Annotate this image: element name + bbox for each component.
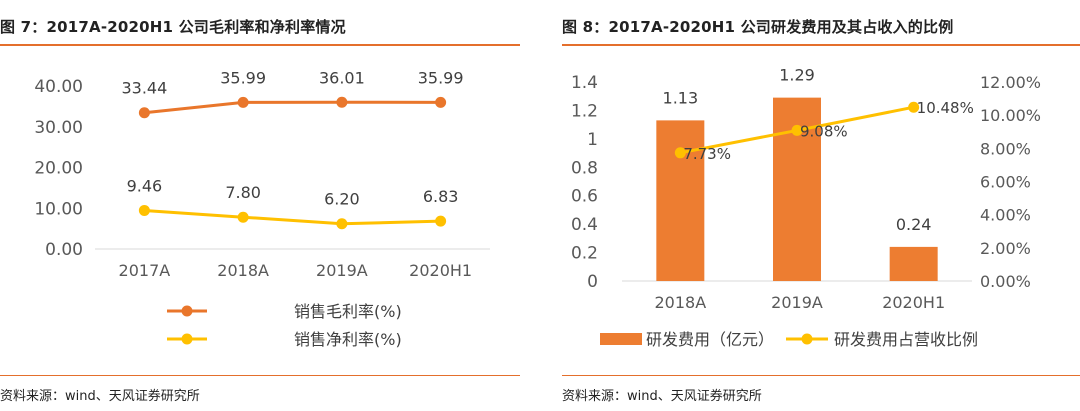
legend-label: 研发费用（亿元）: [646, 330, 774, 349]
data-label: 6.20: [324, 190, 360, 209]
title-divider: [0, 44, 520, 46]
chart-panel-margin: 图 7：2017A-2020H1 公司毛利率和净利率情况 0.00 10.00 20…: [0, 0, 520, 411]
bar-data-label: 1.13: [663, 88, 699, 107]
data-point: [336, 96, 348, 108]
data-point: [138, 107, 150, 119]
data-point: [138, 204, 150, 216]
chart-title: 图 8：2017A-2020H1 公司研发费用及其占收入的比例: [562, 18, 954, 36]
legend-swatch-bar: [600, 333, 642, 345]
ratio-data-label: 7.73%: [683, 145, 731, 163]
y2-tick-label: 4.00%: [980, 206, 1031, 225]
legend-swatch-marker: [181, 333, 193, 345]
data-point: [237, 211, 249, 223]
source-note: 资料来源：wind、天风证券研究所: [562, 389, 762, 404]
y-tick-label: 0.2: [571, 244, 598, 264]
x-tick-label: 2019A: [316, 261, 368, 280]
data-label: 9.46: [127, 176, 163, 195]
y2-tick-label: 6.00%: [980, 173, 1031, 192]
title-divider: [562, 44, 1080, 46]
source-divider: [0, 375, 520, 376]
y-tick-label: 1.4: [571, 73, 598, 93]
y-tick-label: 1.2: [571, 101, 598, 121]
data-point: [237, 96, 249, 108]
y2-tick-label: 8.00%: [980, 139, 1031, 158]
x-tick-label: 2017A: [119, 261, 171, 280]
data-label: 35.99: [418, 68, 464, 87]
y2-tick-label: 0.00%: [980, 272, 1031, 291]
source-divider: [562, 375, 1080, 376]
y-tick-label: 20.00: [34, 159, 83, 179]
bar-data-label: 1.29: [779, 66, 815, 85]
margin-line-chart: 0.00 10.00 20.00 30.00 40.00 2017A 2018A 2019A 2…: [34, 68, 490, 349]
data-point: [336, 218, 348, 230]
data-point: [435, 96, 447, 108]
x-tick-label: 2019A: [771, 293, 823, 312]
y2-tick-label: 10.00%: [980, 106, 1041, 125]
legend-label: 销售毛利率(%): [294, 302, 402, 321]
bar: [889, 246, 938, 281]
x-tick-label: 2018A: [217, 261, 269, 280]
y-tick-label: 0.00: [45, 240, 83, 260]
data-label: 7.80: [225, 183, 261, 202]
legend-swatch-marker: [181, 305, 193, 317]
y-tick-label: 0.8: [571, 158, 598, 178]
rd-combo-chart: 0 0.2 0.4 0.6 0.8 1 1.2 1.4 0.00% 2.00% 4.00% 6.00%…: [571, 66, 1041, 349]
ratio-point: [674, 147, 686, 159]
data-label: 6.83: [423, 187, 459, 206]
chart-panel-rd: 图 8：2017A-2020H1 公司研发费用及其占收入的比例 0 0.2 0.4 0…: [562, 0, 1080, 411]
y-tick-label: 40.00: [34, 77, 83, 97]
x-tick-label: 2020H1: [882, 293, 945, 312]
legend-swatch-marker: [801, 333, 813, 345]
chart-title: 图 7：2017A-2020H1 公司毛利率和净利率情况: [0, 18, 346, 36]
legend-label: 销售净利率(%): [294, 330, 402, 349]
data-point: [435, 215, 447, 227]
x-tick-label: 2018A: [654, 293, 706, 312]
data-label: 35.99: [220, 68, 266, 87]
x-tick-label: 2020H1: [409, 261, 472, 280]
ratio-data-label: 9.08%: [800, 122, 848, 140]
data-label: 36.01: [319, 68, 365, 87]
bar-data-label: 0.24: [896, 215, 932, 234]
data-label: 33.44: [121, 79, 167, 98]
ratio-point: [908, 101, 920, 113]
y-tick-label: 0: [587, 272, 598, 292]
y2-tick-label: 12.00%: [980, 73, 1041, 92]
y-tick-label: 0.6: [571, 187, 598, 207]
y-tick-label: 0.4: [571, 215, 598, 235]
series-line: [144, 100, 441, 115]
ratio-data-label: 10.48%: [917, 99, 974, 117]
source-note: 资料来源：wind、天风证券研究所: [0, 389, 200, 404]
y-tick-label: 10.00: [34, 199, 83, 219]
series-line: [144, 208, 441, 226]
y-tick-label: 30.00: [34, 118, 83, 138]
y2-tick-label: 2.00%: [980, 239, 1031, 258]
legend-label: 研发费用占营收比例: [834, 330, 978, 349]
bar: [656, 120, 705, 281]
y-tick-label: 1: [587, 130, 598, 150]
ratio-point: [791, 124, 803, 136]
